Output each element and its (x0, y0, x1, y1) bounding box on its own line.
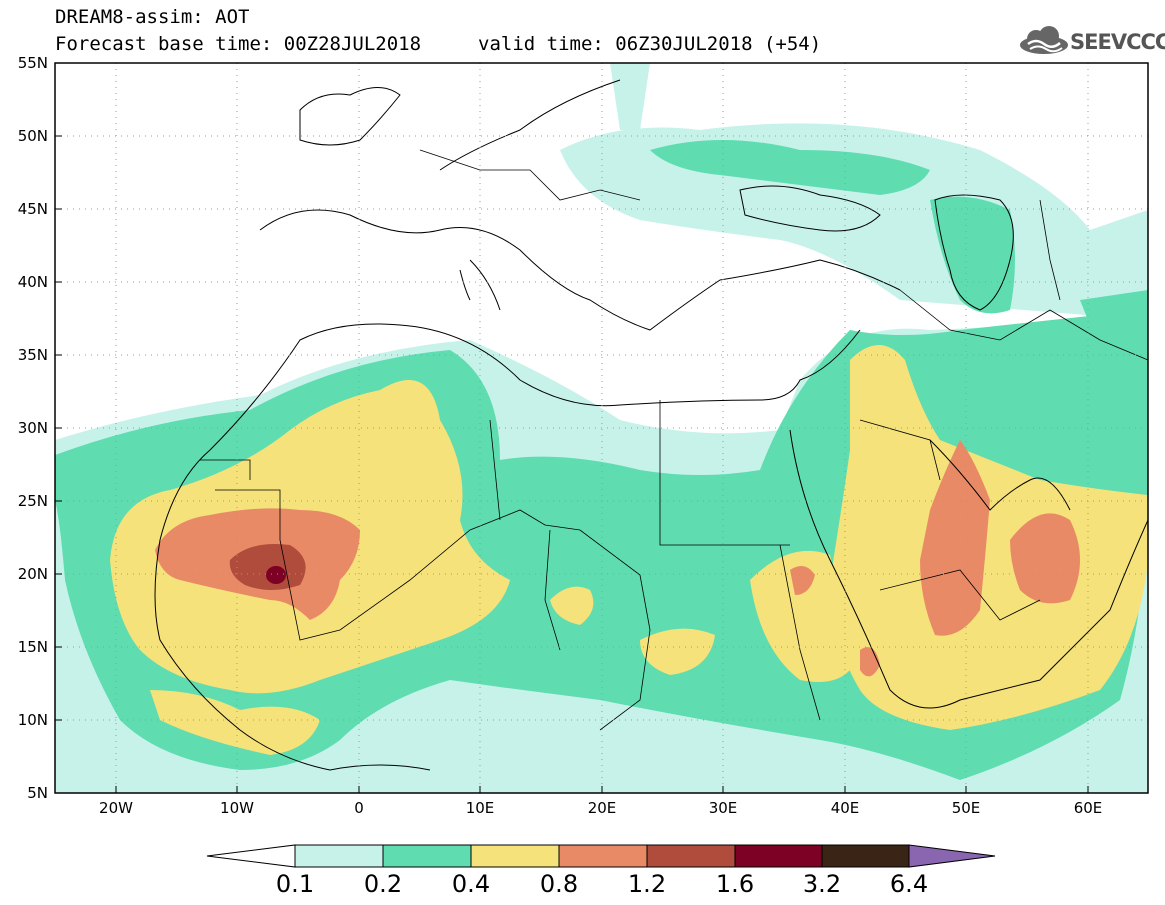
lat-label: 15N (18, 638, 48, 656)
lat-label: 20N (18, 565, 48, 583)
seevccc-logo: SEEVCCC (1018, 26, 1165, 56)
lon-label: 30E (709, 799, 738, 817)
colorbar-label: 0.8 (539, 870, 579, 898)
aot-level-1-2 (229, 544, 306, 590)
colorbar-label: 0.2 (363, 870, 403, 898)
lat-label: 30N (18, 419, 48, 437)
latitude-labels: 55N 50N 45N 40N 35N 30N 25N 20N 15N 10N … (18, 54, 48, 802)
colorbar-label: 3.2 (802, 870, 842, 898)
colorbar-swatch (646, 844, 736, 868)
colorbar-swatch (294, 844, 384, 868)
colorbar-swatch (470, 844, 560, 868)
colorbar-label: 0.4 (451, 870, 491, 898)
colorbar-label: 1.2 (627, 870, 667, 898)
lon-label: 10W (220, 799, 254, 817)
colorbar-swatch (734, 844, 823, 868)
colorbar-swatch (382, 844, 472, 868)
map-title: DREAM8-assim: AOT (55, 6, 250, 28)
cloud-icon (1020, 26, 1068, 54)
logo-text: SEEVCCC (1070, 30, 1165, 54)
forecast-base-time: Forecast base time: 00Z28JUL2018 (55, 33, 422, 55)
lat-label: 40N (18, 273, 48, 291)
lon-label: 20W (99, 799, 133, 817)
colorbar-swatch (821, 844, 910, 868)
lat-label: 5N (27, 784, 48, 802)
colorbar-swatch (558, 844, 648, 868)
lat-label: 45N (18, 200, 48, 218)
colorbar-label: 0.1 (275, 870, 315, 898)
colorbar-min-arrow (206, 844, 296, 868)
lon-label: 40E (831, 799, 860, 817)
lat-label: 25N (18, 492, 48, 510)
colorbar-max-arrow (908, 844, 996, 868)
longitude-labels: 20W 10W 0 10E 20E 30E 40E 50E 60E (99, 799, 1102, 817)
lon-label: 60E (1074, 799, 1103, 817)
colorbar-label: 1.6 (715, 870, 755, 898)
valid-time: valid time: 06Z30JUL2018 (+54) (478, 33, 822, 55)
aot-level-1-6 (266, 566, 286, 584)
colorbar-label: 6.4 (889, 870, 929, 898)
axis-ticks (55, 62, 1089, 794)
lat-label: 10N (18, 711, 48, 729)
lon-label: 10E (466, 799, 495, 817)
lon-label: 20E (588, 799, 617, 817)
graticule (55, 63, 1148, 793)
aot-field (55, 63, 1148, 793)
lat-label: 55N (18, 54, 48, 72)
lon-label: 0 (354, 799, 364, 817)
lon-label: 50E (952, 799, 981, 817)
lat-label: 50N (18, 127, 48, 145)
lat-label: 35N (18, 346, 48, 364)
colorbar (206, 844, 996, 868)
